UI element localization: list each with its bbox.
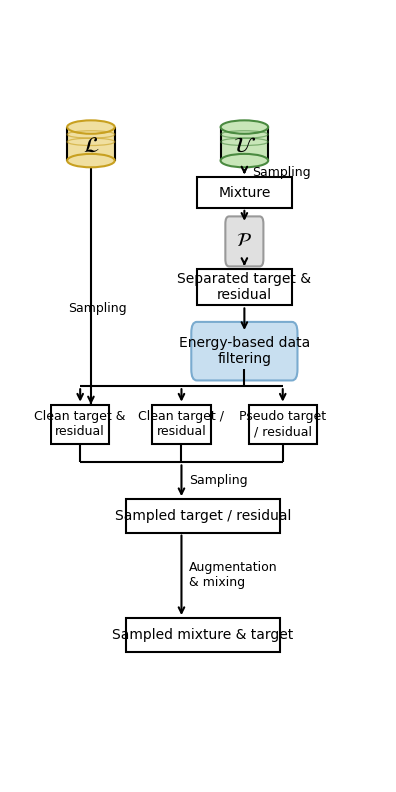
Text: Sampled mixture & target: Sampled mixture & target	[112, 628, 293, 642]
Text: Augmentation
& mixing: Augmentation & mixing	[189, 562, 278, 589]
Polygon shape	[221, 127, 268, 161]
Text: $\mathcal{P}$: $\mathcal{P}$	[236, 232, 252, 250]
Ellipse shape	[67, 120, 115, 134]
Text: $\mathcal{L}$: $\mathcal{L}$	[83, 135, 99, 157]
Text: Energy-based data
filtering: Energy-based data filtering	[179, 336, 310, 366]
Bar	[249, 405, 316, 444]
FancyBboxPatch shape	[191, 322, 297, 380]
Ellipse shape	[67, 154, 115, 167]
Text: Sampling: Sampling	[189, 474, 248, 487]
Text: Clean target &
residual: Clean target & residual	[34, 410, 126, 438]
Bar	[126, 618, 280, 652]
Bar	[197, 177, 292, 208]
Text: Sampling: Sampling	[252, 166, 311, 179]
Text: $\mathcal{U}$: $\mathcal{U}$	[233, 135, 256, 157]
Polygon shape	[67, 127, 115, 161]
Text: Separated target &
residual: Separated target & residual	[177, 272, 311, 303]
Text: Sampled target / residual: Sampled target / residual	[115, 508, 291, 523]
Text: Pseudo target
/ residual: Pseudo target / residual	[239, 410, 326, 438]
Bar	[152, 405, 211, 444]
Text: Mixture: Mixture	[218, 185, 270, 200]
Text: Sampling: Sampling	[68, 302, 127, 315]
Bar	[197, 268, 292, 306]
Ellipse shape	[221, 120, 268, 134]
Text: Clean target /
residual: Clean target / residual	[139, 410, 225, 438]
Bar	[51, 405, 109, 444]
FancyBboxPatch shape	[225, 216, 263, 266]
Ellipse shape	[221, 154, 268, 167]
Bar	[126, 499, 280, 532]
